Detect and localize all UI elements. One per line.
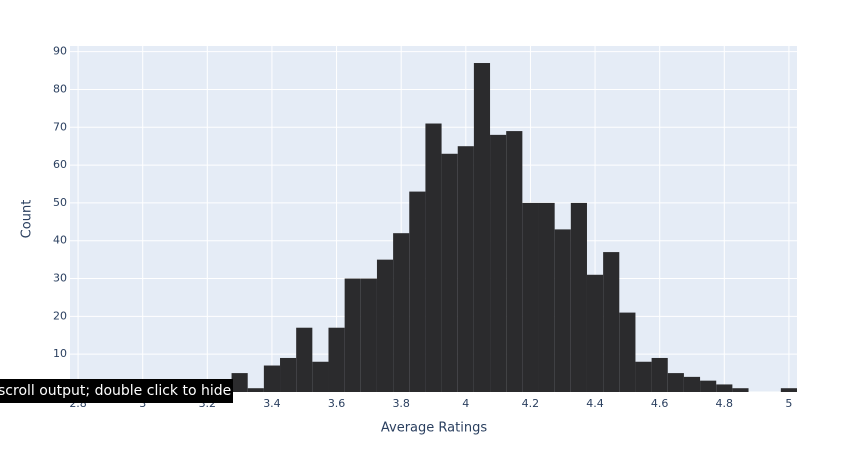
tooltip-box: [0, 379, 233, 403]
bar: [457, 146, 474, 392]
y-tick-label: 60: [53, 158, 67, 171]
y-tick-label: 80: [53, 82, 67, 95]
bar: [360, 278, 377, 392]
y-tick-label: 70: [53, 120, 67, 133]
bar: [780, 388, 797, 392]
bar: [667, 373, 684, 392]
bar: [376, 259, 394, 392]
bar: [263, 365, 281, 392]
y-tick-label: 40: [53, 234, 67, 247]
x-tick-label: 3.8: [392, 397, 410, 410]
x-tick-label: 4.6: [651, 397, 669, 410]
bar: [522, 202, 539, 392]
x-tick-label: 5: [785, 397, 792, 410]
x-tick-label: 3.4: [263, 397, 281, 410]
bar: [586, 274, 604, 392]
bar: [328, 327, 345, 392]
bar: [409, 191, 426, 392]
tooltip-text: scroll output; double click to hide: [0, 383, 231, 399]
y-tick-label: 50: [53, 196, 67, 209]
x-tick-label: 4.2: [522, 397, 540, 410]
bar: [570, 202, 587, 392]
x-tick-label: 3: [139, 397, 146, 410]
y-tick-label: 90: [53, 45, 67, 58]
bar: [247, 388, 264, 392]
bar: [603, 252, 620, 392]
bar: [700, 380, 717, 392]
bar: [425, 123, 442, 392]
bar: [441, 153, 458, 392]
y-tick-label: 30: [53, 272, 67, 285]
bar: [683, 376, 701, 392]
bar: [473, 63, 491, 393]
bar: [393, 233, 410, 392]
y-axis-title: Count: [20, 200, 35, 239]
bar: [554, 229, 571, 392]
x-axis-title: Average Ratings: [381, 421, 487, 436]
bar: [490, 134, 507, 392]
bar: [538, 202, 555, 392]
y-tick-label: 10: [53, 347, 67, 360]
bar: [506, 131, 523, 392]
y-tick-label: 20: [53, 309, 67, 322]
x-tick-label: 4.4: [586, 397, 604, 410]
bar: [732, 388, 749, 392]
x-tick-label: 3.6: [328, 397, 346, 410]
bar: [619, 312, 636, 392]
bar: [635, 361, 652, 392]
bar: [716, 384, 733, 392]
x-tick-label: 4.8: [716, 397, 734, 410]
bar: [312, 361, 329, 392]
bar: [296, 327, 313, 392]
tooltip[interactable]: scroll output; double click to hide: [0, 379, 233, 403]
bar: [231, 373, 248, 392]
x-tick-label: 4: [462, 397, 469, 410]
bar: [344, 278, 361, 392]
bar: [651, 357, 668, 392]
bar: [280, 357, 297, 392]
